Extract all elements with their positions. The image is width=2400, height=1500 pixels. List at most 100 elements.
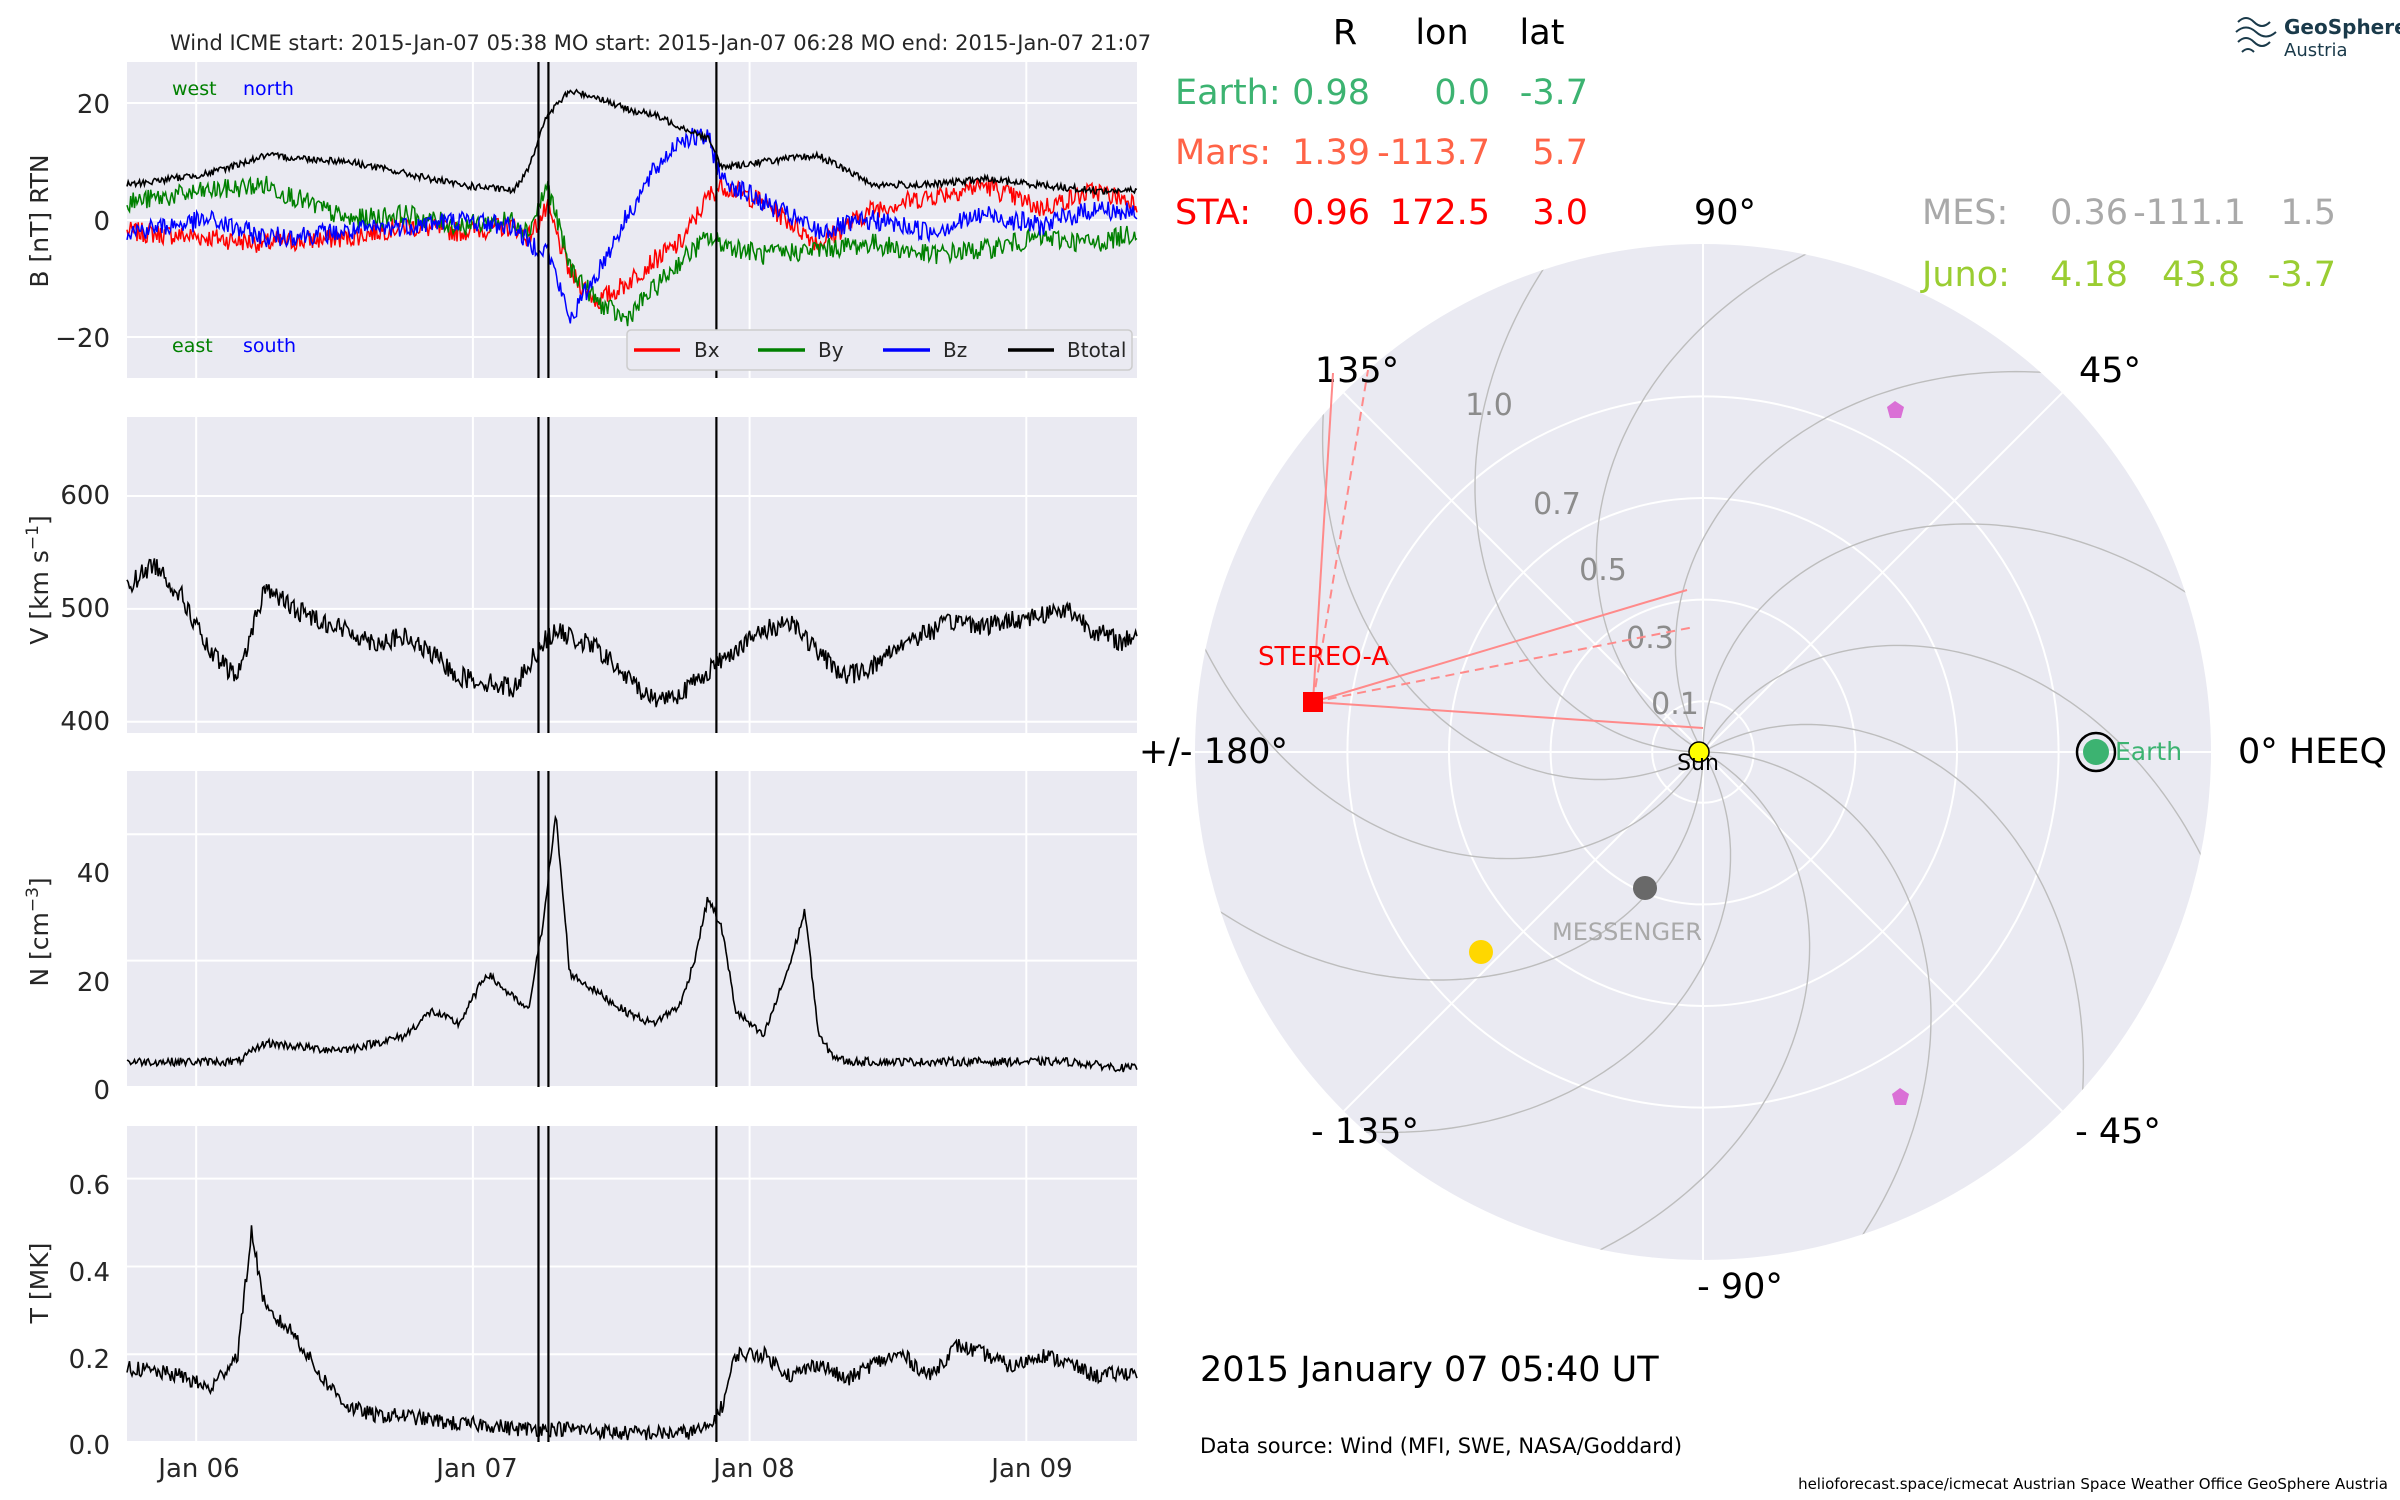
sta-fov-dashed-1 [1312,369,1369,703]
stereo-a-fov-lines [1312,369,1704,729]
sta-fov-dashed-2 [1312,626,1695,703]
stereo-a-label: STEREO-A [1258,642,1389,672]
v-ylabel-sup: −1 [23,525,43,550]
panel-n-background [127,771,1137,1087]
t-ylabel: T [MK] [25,1243,54,1325]
annot-west: west [172,78,217,100]
row-juno-r: 4.18 [2050,255,2128,295]
angle-label-90: 90° [1694,193,1756,233]
panel-v: 600 500 400 V [km s−1] [23,417,1138,737]
row-mes-name: MES: [1922,193,2008,233]
sta-fov-solid-2 [1312,589,1688,703]
b-legend: Bx By Bz Btotal [626,329,1133,371]
legend-by-label: By [818,338,844,362]
polar-spoke-315 [1702,751,2063,1112]
angle-label-0: 0° HEEQ [2238,732,2387,772]
rlabel-05: 0.5 [1579,553,1627,588]
b-ytick-minus20: −20 [55,324,110,354]
row-earth-name: Earth: [1175,73,1281,113]
geosphere-logo: GeoSphere Austria [2235,15,2400,61]
xtick-jan09: Jan 09 [989,1454,1072,1484]
v-ytick-400: 400 [60,707,110,737]
row-sta-lon: 172.5 [1390,193,1490,233]
row-mars-lon: -113.7 [1377,133,1490,173]
date-label: 2015 January 07 05:40 UT [1200,1350,1659,1390]
legend-bz-label: Bz [943,338,967,362]
sun-label: Sun [1677,751,1719,776]
b-ylabel: B [nT] RTN [25,154,54,287]
series-t-t [126,1225,1138,1442]
parker-spiral-5 [1595,244,2103,753]
panel-v-background [127,417,1137,733]
figure-title: Wind ICME start: 2015-Jan-07 05:38 MO st… [170,31,1151,55]
parker-spiral-9 [1195,680,1704,981]
position-table: R lon lat Earth: 0.98 0.0 -3.7 Mars: 1.3… [1175,13,2336,295]
parker-spiral-3 [1702,523,2211,824]
panel-t-grid [127,1126,1137,1443]
polar-spoke-135 [1343,392,1704,753]
earth-marker [2083,739,2109,765]
xtick-jan06: Jan 06 [156,1454,239,1484]
xtick-jan07: Jan 07 [434,1454,517,1484]
row-juno-name: Juno: [1920,255,2010,295]
v-ylabel: V [km s−1] [23,515,54,644]
angle-label-45: 45° [2079,351,2141,391]
messenger-marker [1633,876,1657,900]
parker-spiral-0 [1631,751,1932,1260]
n-ylabel: N [cm−3] [23,877,54,986]
messenger-label: MESSENGER [1552,918,1702,946]
b-legend-box [626,329,1133,371]
row-earth-lon: 0.0 [1434,73,1490,113]
parker-spiral-8 [1195,352,1704,860]
sta-fov-solid-1 [1312,372,1334,703]
series-b-bz [126,127,1138,324]
panel-n-plot [126,771,1138,1087]
polar-plot: 0.1 0.3 0.5 0.7 1.0 90° 45° 135° 0° HEEQ… [1139,193,2387,1307]
logo-sub: Austria [2284,40,2348,61]
row-mars-name: Mars: [1175,133,1271,173]
row-sta-lat: 3.0 [1532,193,1588,233]
row-juno-lon: 43.8 [2162,255,2240,295]
geosphere-logo-icon [2235,17,2277,53]
annot-south: south [243,335,296,357]
parker-spiral-11 [1303,751,1811,1260]
series-b-bx [126,176,1138,310]
polar-spoke-225 [1343,751,1704,1112]
panel-t-plot [126,1126,1138,1442]
rlabel-07: 0.7 [1533,487,1581,522]
rlabel-10: 1.0 [1465,388,1513,423]
angle-label-minus90: - 90° [1697,1267,1783,1307]
legend-bx-label: Bx [694,338,720,362]
n-ytick-20: 20 [77,968,110,998]
panel-t-background [127,1126,1137,1442]
annot-north: north [243,78,294,100]
table-header-lon: lon [1415,13,1468,53]
row-earth-r: 0.98 [1292,73,1370,113]
panel-n: 40 20 0 N [cm−3] [23,771,1138,1106]
polar-grid [1195,244,2211,1260]
row-sta-name: STA: [1175,193,1251,233]
sun-marker [1688,741,1710,763]
series-n-n [126,814,1138,1073]
series-v-v [126,558,1138,708]
angle-label-minus45: - 45° [2075,1112,2161,1152]
row-mes-lon: -111.1 [2133,193,2246,233]
rlabel-01: 0.1 [1651,687,1699,722]
n-ylabel-main: N [cm [25,912,54,987]
panel-v-plot [126,417,1138,733]
legend-btotal-label: Btotal [1067,338,1126,362]
timeseries-panels: west north east south Bx By Bz Btotal 20… [23,62,1138,1484]
row-mars-r: 1.39 [1292,133,1370,173]
b-ytick-20: 20 [77,90,110,120]
panel-t: 0.6 0.4 0.2 0.0 T [MK] [25,1126,1138,1461]
n-ylabel-end: ] [25,877,54,887]
row-juno-lat: -3.7 [2268,255,2336,295]
t-ytick-06: 0.6 [69,1171,110,1201]
polar-spoke-45 [1702,392,2063,753]
t-ytick-04: 0.4 [69,1258,110,1288]
v-ytick-500: 500 [60,594,110,624]
n-ytick-40: 40 [77,859,110,889]
juno-marker-upper [1887,401,1904,418]
table-header-lat: lat [1520,13,1565,53]
